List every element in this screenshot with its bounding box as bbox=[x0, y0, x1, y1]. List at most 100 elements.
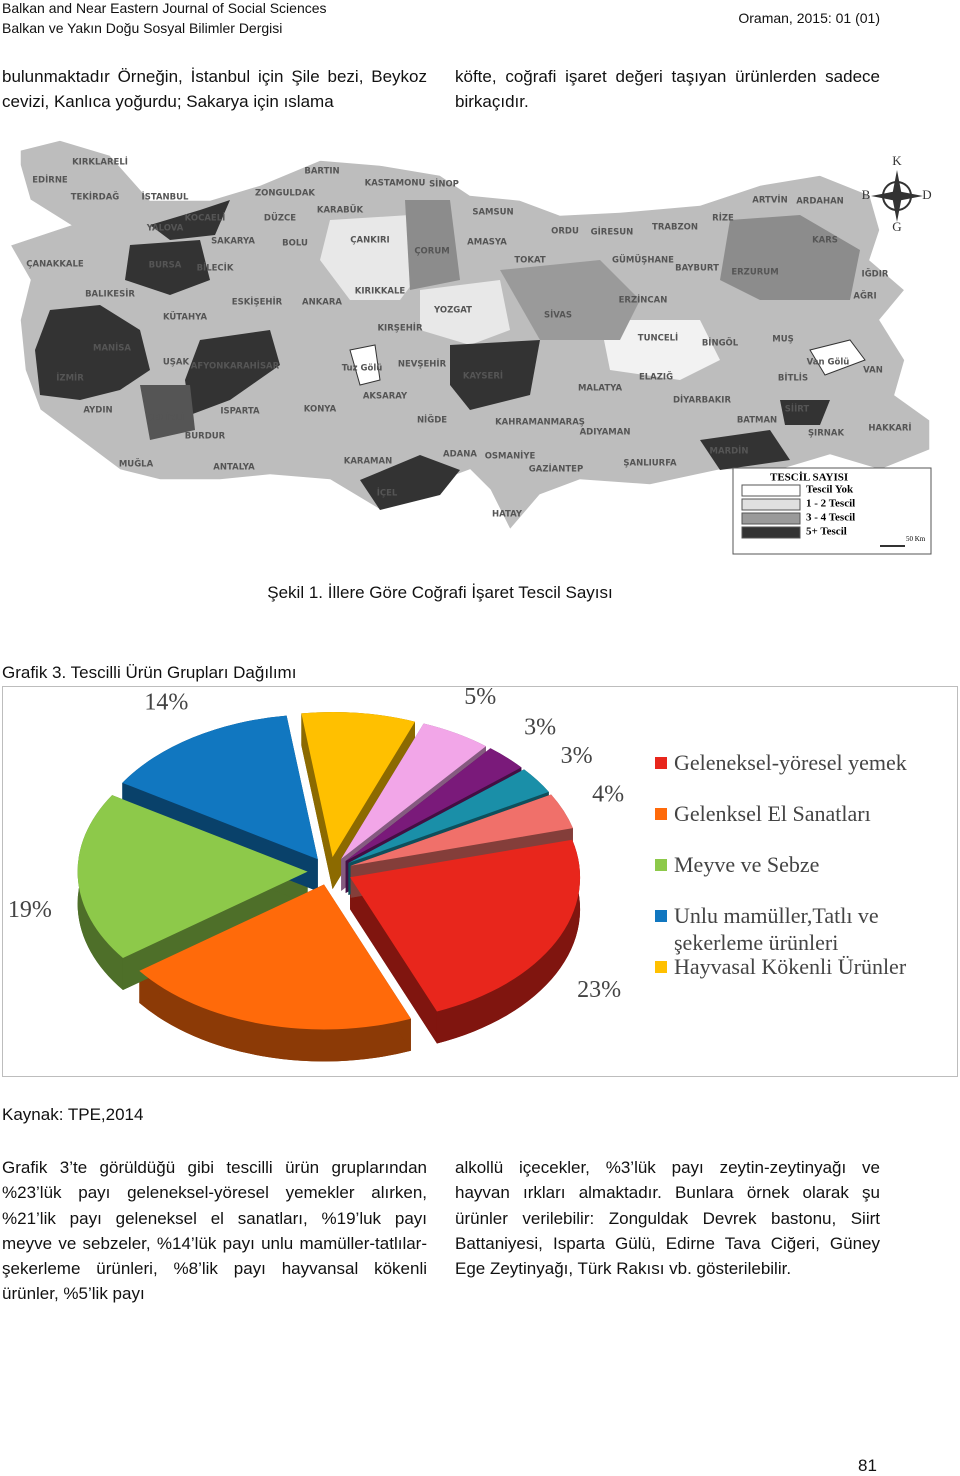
legend-label: Unlu mamüller,Tatlı ve şekerleme ürünler… bbox=[674, 903, 879, 955]
map-label: KAYSERİ bbox=[463, 371, 503, 382]
map-label: MALATYA bbox=[578, 384, 623, 394]
map-label: ERZURUM bbox=[731, 268, 778, 278]
slice-side bbox=[436, 839, 581, 1044]
map-label: BATMAN bbox=[737, 416, 777, 426]
map-label: ŞANLIURFA bbox=[623, 459, 677, 469]
map-region bbox=[35, 305, 150, 400]
map-label: TEKİRDAĞ bbox=[71, 191, 120, 203]
map-label: MUĞLA bbox=[119, 458, 154, 470]
map-label: KÜTAHYA bbox=[163, 312, 208, 323]
map-label: BİTLİS bbox=[778, 373, 808, 384]
map-label: NİĞDE bbox=[417, 414, 447, 426]
map-label: BURDUR bbox=[185, 432, 226, 442]
map-label: ÇORUM bbox=[414, 247, 449, 257]
map-label: BİLECİK bbox=[197, 263, 234, 274]
map-label: ZONGULDAK bbox=[255, 189, 315, 199]
map-label: KOCAELİ bbox=[185, 213, 226, 224]
map-label: KIRIKKALE bbox=[355, 287, 406, 297]
slice bbox=[350, 794, 573, 866]
source: Kaynak: TPE,2014 bbox=[2, 1105, 144, 1124]
map-label: ANKARA bbox=[302, 298, 342, 308]
map-legend-label: 1 - 2 Tescil bbox=[806, 498, 855, 510]
map-label: MUŞ bbox=[772, 335, 793, 345]
map-label: AKSARAY bbox=[363, 392, 408, 402]
map-label: YALOVA bbox=[146, 224, 184, 234]
map-region bbox=[700, 430, 790, 470]
paragraph: köfte, coğrafi işaret değeri taşıyan ürü… bbox=[455, 67, 880, 112]
map-label: HATAY bbox=[492, 510, 523, 520]
compass-label: D bbox=[922, 187, 931, 202]
map-label: AMASYA bbox=[467, 238, 507, 248]
slice bbox=[350, 839, 581, 1012]
value-label: 19% bbox=[8, 897, 52, 923]
map-legend-label: Tescil Yok bbox=[806, 484, 854, 496]
map-label: BAYBURT bbox=[675, 264, 719, 274]
map-label: VAN bbox=[863, 366, 883, 376]
legend-item: Hayvasal Kökenli Ürünler bbox=[655, 953, 945, 1004]
map-legend-title: TESCİL SAYISI bbox=[770, 472, 848, 484]
map-legend-label: 5+ Tescil bbox=[806, 526, 847, 538]
map-label: İÇEL bbox=[377, 488, 398, 499]
map-label: ISPARTA bbox=[220, 407, 260, 417]
map-label: BOLU bbox=[282, 239, 308, 249]
legend-item: Geleneksel-yöresel yemek bbox=[655, 749, 945, 800]
value-label: 23% bbox=[577, 977, 621, 1003]
map-label: ÇANAKKALE bbox=[26, 260, 84, 270]
map-label: ANTALYA bbox=[213, 463, 255, 473]
map-legend-swatch bbox=[741, 498, 801, 511]
map-region bbox=[320, 215, 430, 300]
value-label: 3% bbox=[524, 714, 556, 740]
map-label: DENİZLİ bbox=[146, 413, 184, 424]
map-label: DÜZCE bbox=[264, 213, 296, 224]
map-label: Van Gölü bbox=[807, 358, 850, 368]
map-label: TUNCELİ bbox=[638, 333, 678, 344]
map-label: RİZE bbox=[712, 213, 734, 224]
map-label: ELAZIĞ bbox=[639, 371, 673, 383]
map-legend-swatch bbox=[741, 512, 801, 525]
map-label: GİRESUN bbox=[591, 227, 634, 238]
value-label: 4% bbox=[592, 781, 624, 807]
map-label: AĞRI bbox=[853, 290, 876, 302]
legend-label: Gelenksel El Sanatları bbox=[674, 801, 871, 826]
map-region bbox=[450, 340, 540, 410]
compass-label: K bbox=[892, 153, 902, 168]
map-label: SAMSUN bbox=[472, 208, 513, 218]
value-label: 14% bbox=[144, 690, 188, 716]
legend-item: Unlu mamüller,Tatlı ve şekerleme ürünler… bbox=[655, 902, 945, 955]
map-region bbox=[600, 320, 720, 380]
legend-label: Meyve ve Sebze bbox=[674, 852, 820, 877]
map-label: SİİRT bbox=[785, 404, 810, 415]
map-label: KIRŞEHİR bbox=[377, 323, 422, 334]
citation: Oraman, 2015: 01 (01) bbox=[738, 10, 880, 26]
map-label: HAKKARİ bbox=[868, 423, 911, 434]
pie-chart: 23%21%19%14%8%5%3%3%4% bbox=[8, 686, 624, 1062]
slice-side bbox=[301, 713, 333, 890]
lake bbox=[809, 339, 866, 376]
map-label: ESKİŞEHİR bbox=[232, 297, 283, 308]
slice-side bbox=[139, 970, 411, 1062]
slice bbox=[341, 723, 486, 859]
journal-en: Balkan and Near Eastern Journal of Socia… bbox=[2, 0, 327, 16]
legend-swatch bbox=[655, 808, 667, 820]
map-region bbox=[420, 280, 510, 345]
legend-swatch bbox=[655, 859, 667, 871]
legend-label: Geleneksel-yöresel yemek bbox=[674, 750, 907, 775]
slice bbox=[345, 748, 522, 861]
map-label: ADIYAMAN bbox=[580, 428, 631, 438]
map-legend-box bbox=[732, 467, 932, 555]
map-label: AYDIN bbox=[83, 406, 112, 416]
paragraph: bulunmaktadır Örneğin, İstanbul için Şil… bbox=[2, 67, 427, 112]
map-label: GÜMÜŞHANE bbox=[612, 255, 674, 266]
scale-label: 50 Km bbox=[906, 535, 926, 543]
slice bbox=[301, 712, 415, 858]
map-label: ÇANKIRI bbox=[350, 236, 389, 246]
map-region bbox=[360, 455, 460, 510]
slice bbox=[77, 795, 308, 959]
map-label: UŞAK bbox=[163, 358, 190, 368]
map-region bbox=[150, 200, 230, 240]
map-label: MANİSA bbox=[93, 343, 131, 354]
paragraph: Grafik 3’te görüldüğü gibi tescilli ürün… bbox=[2, 1158, 427, 1304]
map-label: KARS bbox=[812, 236, 838, 246]
